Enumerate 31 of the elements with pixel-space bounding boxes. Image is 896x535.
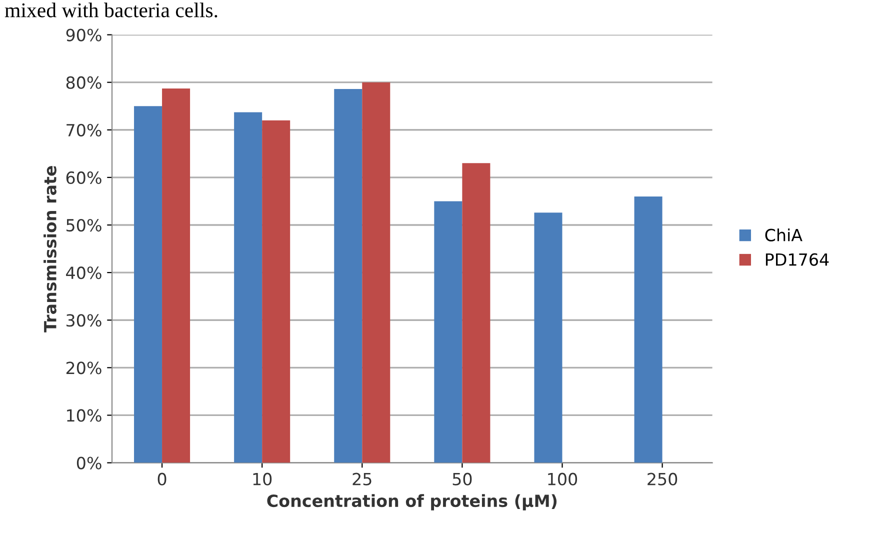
y-tick-label: 20% <box>66 362 102 374</box>
legend-label: ChiA <box>765 228 802 242</box>
bar <box>434 201 462 463</box>
bar <box>334 88 362 463</box>
x-tick-label: 250 <box>648 472 678 486</box>
bar <box>462 163 490 463</box>
x-tick-label: 25 <box>352 472 372 486</box>
x-tick-label: 0 <box>158 472 166 486</box>
bar <box>634 196 662 463</box>
legend-label: PD1764 <box>766 253 829 266</box>
x-axis-title: Concentration of proteins (μM) <box>267 494 557 510</box>
y-tick-label: 90% <box>66 28 102 42</box>
y-tick-label: 0% <box>76 456 102 470</box>
bar <box>234 112 262 463</box>
text: mixed with bacteria cells. <box>4 2 218 18</box>
y-tick-label: 60% <box>66 171 102 184</box>
bar <box>362 82 390 463</box>
y-tick-label: 70% <box>66 124 102 136</box>
bar <box>262 120 290 463</box>
bar <box>134 106 162 463</box>
x-tick-label: 10 <box>253 472 272 486</box>
y-tick-label: 50% <box>66 218 102 232</box>
y-axis-title: Transmission rate <box>44 166 56 332</box>
x-tick-label: 100 <box>548 472 578 486</box>
y-tick-label: 80% <box>66 76 102 89</box>
x-tick-label: 50 <box>452 472 472 486</box>
bar <box>534 212 562 463</box>
y-tick-label: 30% <box>66 314 102 327</box>
y-tick-label: 40% <box>66 266 102 280</box>
bar <box>162 88 190 463</box>
y-tick-label: 10% <box>67 409 102 422</box>
